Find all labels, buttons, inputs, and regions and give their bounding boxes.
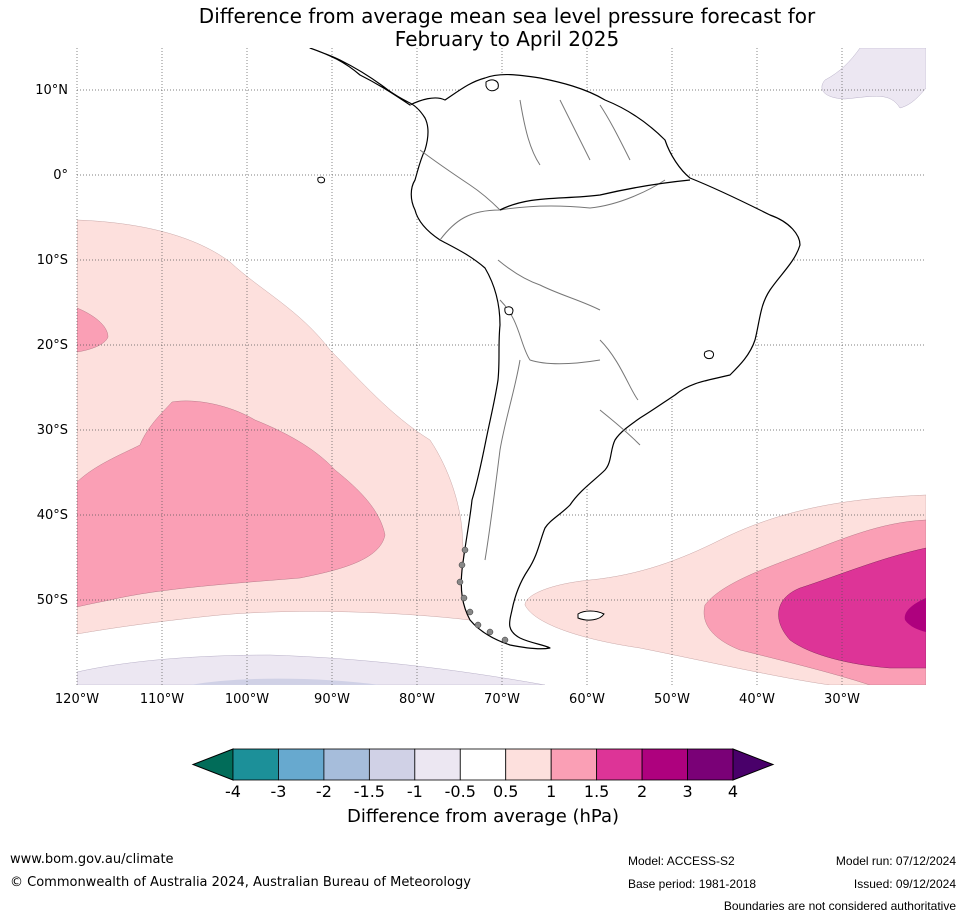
longitude-label: 80°W xyxy=(399,692,435,707)
colorbar-tick: -0.5 xyxy=(444,782,476,801)
colorbar-tick: -3 xyxy=(270,782,287,801)
latitude-label: 50°S xyxy=(36,593,68,608)
colorbar-segment xyxy=(641,748,688,781)
colorbar-tick: 1.5 xyxy=(583,782,610,801)
base-period: Base period: 1981-2018 xyxy=(628,877,757,891)
colorbar xyxy=(191,748,775,781)
colorbar-tick: -2 xyxy=(315,782,332,801)
colorbar-tick: 4 xyxy=(727,782,739,801)
colorbar-over-arrow xyxy=(732,748,775,781)
colorbar-segment xyxy=(232,748,279,781)
colorbar-segment xyxy=(596,748,643,781)
latitude-label: 10°S xyxy=(36,253,68,268)
contour-atlantic-max xyxy=(904,598,926,632)
longitude-label: 60°W xyxy=(569,692,605,707)
colorbar-segment xyxy=(323,748,370,781)
bom-url-link[interactable]: www.bom.gov.au/climate xyxy=(10,852,174,867)
colorbar-segment xyxy=(459,748,507,781)
latitude-label: 40°S xyxy=(36,508,68,523)
colorbar-tick: -1 xyxy=(406,782,423,801)
colorbar-label: Difference from average (hPa) xyxy=(346,806,620,827)
colorbar-tick: 2 xyxy=(636,782,648,801)
longitude-label: 30°W xyxy=(824,692,860,707)
contour-south-pacific-negative-2 xyxy=(190,678,380,685)
longitude-label: 50°W xyxy=(654,692,690,707)
boundary-disclaimer: Boundaries are not considered authoritat… xyxy=(723,899,956,913)
map-title-line-2: February to April 2025 xyxy=(394,27,620,51)
colorbar-tick: 0.5 xyxy=(492,782,519,801)
colorbar-tick: -4 xyxy=(225,782,241,801)
contour-pacific-edge xyxy=(77,307,109,353)
colorbar-under-arrow xyxy=(191,748,234,781)
copyright-text: © Commonwealth of Australia 2024, Austra… xyxy=(10,875,471,890)
contour-south-pacific-negative xyxy=(77,654,546,685)
longitude-label: 120°W xyxy=(54,692,100,707)
issued-date: Issued: 09/12/2024 xyxy=(853,877,956,891)
colorbar-tick: 3 xyxy=(682,782,693,801)
latitude-label: 0° xyxy=(53,168,68,183)
colorbar-segment xyxy=(505,748,552,781)
contour-north-atlantic-negative xyxy=(821,48,926,109)
longitude-label: 70°W xyxy=(484,692,520,707)
colorbar-segment xyxy=(687,748,734,781)
longitude-label: 40°W xyxy=(739,692,775,707)
map-title-line-1: Difference from average mean sea level p… xyxy=(198,4,816,28)
colorbar-segment xyxy=(550,748,598,781)
latitude-label: 10°N xyxy=(35,83,68,98)
contour-atlantic-strong xyxy=(778,547,926,669)
colorbar-segment xyxy=(278,748,325,781)
model-run-date: Model run: 07/12/2024 xyxy=(835,854,956,868)
longitude-label: 100°W xyxy=(224,692,270,707)
contour-pacific-medium xyxy=(77,400,386,608)
latitude-label: 30°S xyxy=(36,423,68,438)
colorbar-segment xyxy=(368,748,416,781)
colorbar-tick: 1 xyxy=(546,782,557,801)
latitude-label: 20°S xyxy=(36,338,68,353)
longitude-label: 110°W xyxy=(139,692,185,707)
south-america-landmass xyxy=(309,48,801,650)
colorbar-segment xyxy=(414,748,461,781)
colorbar-tick: -1.5 xyxy=(353,782,385,801)
longitude-label: 90°W xyxy=(314,692,350,707)
model-name: Model: ACCESS-S2 xyxy=(628,854,735,868)
